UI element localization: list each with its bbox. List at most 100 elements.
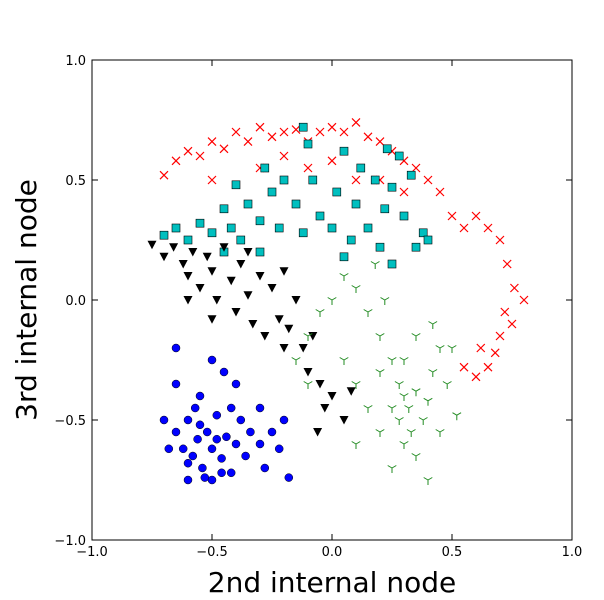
point-triangle <box>298 344 308 353</box>
point-triangle <box>267 284 277 293</box>
point-x <box>207 137 217 147</box>
point-x <box>351 117 361 127</box>
x-axis-label: 2nd internal node <box>208 566 456 599</box>
point-circle <box>236 415 246 425</box>
point-square <box>219 204 229 214</box>
point-square <box>298 122 308 132</box>
point-x <box>495 235 505 245</box>
point-x <box>303 163 313 173</box>
point-tri <box>399 357 409 365</box>
point-tri <box>394 417 404 425</box>
point-circle <box>207 475 217 485</box>
point-x <box>495 331 505 341</box>
point-triangle <box>255 272 265 281</box>
point-triangle <box>243 291 253 300</box>
point-circle <box>219 367 229 377</box>
point-x <box>435 187 445 197</box>
point-square <box>274 223 284 233</box>
point-square <box>171 223 181 233</box>
x-tick-label: 0.5 <box>442 545 463 560</box>
point-square <box>159 230 169 240</box>
point-circle <box>195 420 205 430</box>
point-x <box>500 307 510 317</box>
point-square <box>363 223 373 233</box>
point-tri <box>370 261 380 269</box>
point-x <box>243 137 253 147</box>
point-triangle <box>243 248 253 257</box>
point-triangle <box>291 296 301 305</box>
point-circle <box>241 451 250 461</box>
point-tri <box>411 333 421 341</box>
point-square <box>387 259 397 269</box>
point-triangle <box>279 267 289 276</box>
point-x <box>411 163 421 173</box>
point-square <box>387 182 397 192</box>
point-square <box>339 146 349 156</box>
point-tri <box>291 357 301 365</box>
point-x <box>363 132 373 142</box>
point-tri <box>411 453 421 461</box>
point-circle <box>226 468 236 478</box>
point-square <box>418 228 428 238</box>
x-tick-label: −1.0 <box>76 545 108 560</box>
point-x <box>483 362 493 372</box>
y-tick-label: −0.5 <box>54 414 86 429</box>
point-circle <box>207 444 217 454</box>
point-triangle <box>260 332 270 341</box>
point-tri <box>411 388 421 397</box>
point-triangle <box>236 260 246 269</box>
point-x <box>255 122 265 132</box>
point-x <box>315 127 325 137</box>
point-square <box>291 199 301 209</box>
y-axis-label: 3rd internal node <box>10 179 43 421</box>
y-tick-label: 0.5 <box>65 174 86 189</box>
y-tick-label: 0.0 <box>65 294 86 309</box>
point-square <box>339 252 349 262</box>
point-triangle <box>183 272 193 281</box>
point-triangle <box>219 243 229 252</box>
point-square <box>236 235 246 245</box>
point-square <box>298 228 308 238</box>
point-square <box>267 187 277 197</box>
point-square <box>423 235 433 245</box>
point-square <box>303 139 313 149</box>
point-triangle <box>195 284 205 293</box>
point-circle <box>279 415 289 425</box>
point-tri <box>380 297 390 305</box>
point-tri <box>375 333 385 341</box>
point-x <box>476 343 486 353</box>
point-circle <box>200 473 210 482</box>
point-x <box>507 319 517 329</box>
y-tick-label: −1.0 <box>54 534 86 549</box>
point-x <box>231 127 241 137</box>
point-square <box>315 211 325 221</box>
point-x <box>459 223 469 233</box>
point-tri <box>387 405 397 413</box>
point-circle <box>260 463 270 473</box>
point-tri <box>435 345 445 353</box>
point-x <box>327 156 337 166</box>
point-tri <box>375 369 385 377</box>
point-circle <box>171 343 181 353</box>
point-square <box>375 242 385 252</box>
point-square <box>226 223 236 233</box>
point-tri <box>315 309 325 317</box>
point-tri <box>423 397 433 406</box>
point-circle <box>171 427 181 437</box>
point-circle <box>178 444 188 454</box>
point-square <box>406 170 416 180</box>
point-triangle <box>274 315 284 324</box>
point-circle <box>202 427 212 437</box>
point-square <box>308 175 318 185</box>
point-tri <box>404 405 414 413</box>
point-x <box>291 125 301 135</box>
point-triangle <box>231 308 241 317</box>
point-tri <box>399 441 409 449</box>
point-triangle <box>183 296 193 305</box>
point-triangle <box>320 404 330 413</box>
point-circle <box>226 403 236 413</box>
point-x <box>459 362 469 372</box>
point-circle <box>222 432 231 442</box>
point-circle <box>198 463 207 473</box>
